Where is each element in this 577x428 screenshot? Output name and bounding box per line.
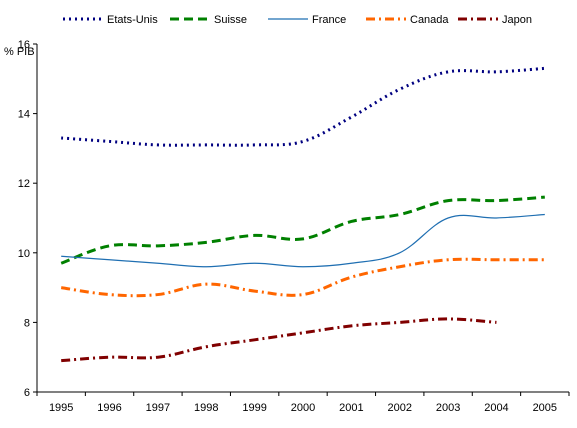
x-tick-label: 2003 [436,402,460,414]
y-tick-label: 8 [24,317,30,329]
series-lines [61,68,545,360]
x-tick-label: 1997 [146,402,170,414]
series-line-etats-unis [61,68,545,145]
x-ticks: 1995 1996 1997 1998 1999 2000 2001 2002 2003 2004… [37,392,569,414]
x-tick-label: 1996 [97,402,121,414]
x-tick-label: 2004 [484,402,508,414]
legend-label: Canada [410,14,449,26]
y-tick-label: 12 [18,178,30,190]
legend-label: France [312,14,346,26]
x-tick-label: 1995 [49,402,73,414]
x-tick-label: 1998 [194,402,218,414]
x-tick-label: 2000 [291,402,315,414]
x-tick-label: 2002 [387,402,411,414]
series-line-suisse [61,197,545,263]
y-ticks: 6 8 10 12 14 16 [18,39,37,399]
series-line-japon [61,319,496,361]
x-tick-label: 2005 [533,402,557,414]
y-tick-label: 10 [18,248,30,260]
x-tick-label: 1999 [242,402,266,414]
x-tick-label: 2001 [339,402,363,414]
legend-label: Japon [502,14,532,26]
legend-label: Etats-Unis [107,14,158,26]
series-line-canada [61,259,545,296]
y-tick-label: 16 [18,39,30,51]
legend-label: Suisse [214,14,247,26]
legend: Etats-Unis Suisse France Canada Japon [63,14,532,26]
y-tick-label: 14 [18,109,30,121]
y-tick-label: 6 [24,387,30,399]
